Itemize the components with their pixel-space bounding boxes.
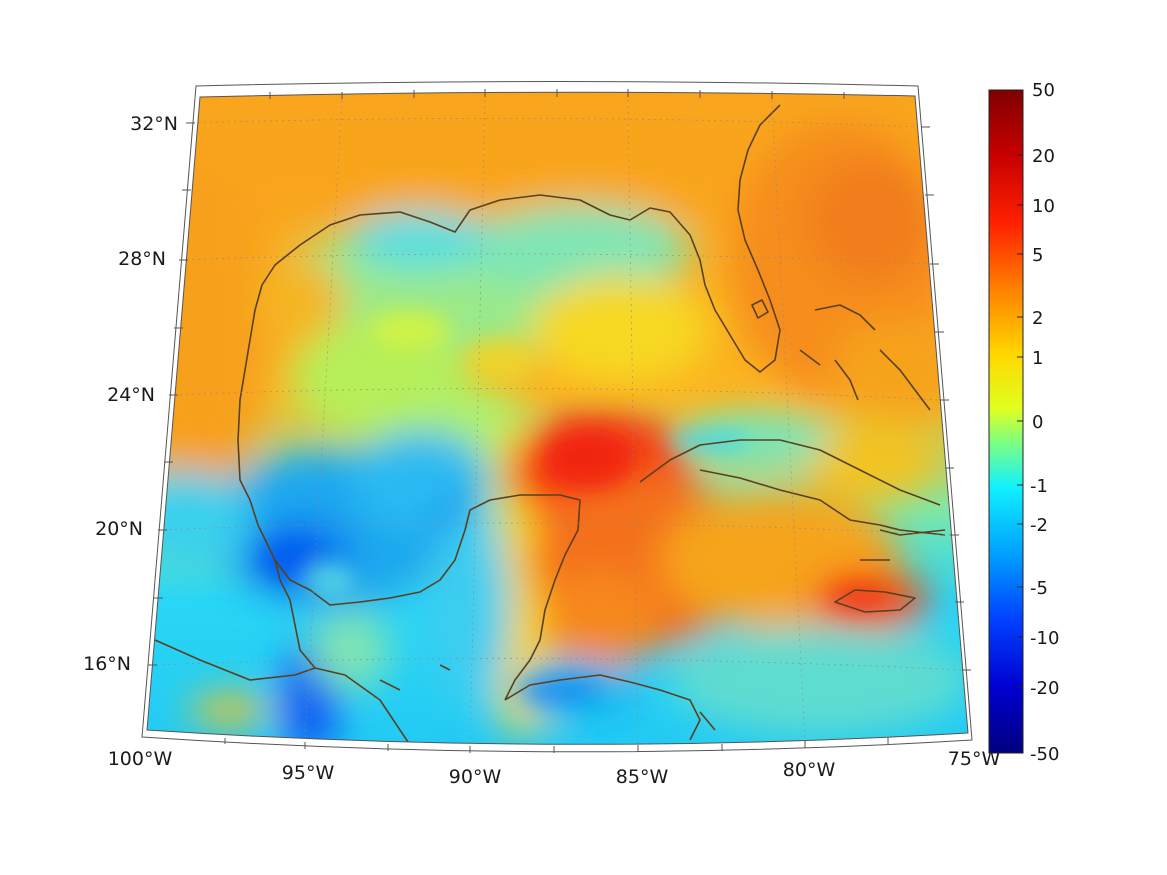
latitude-labels: 32°N 28°N 24°N 20°N 16°N [83,113,178,675]
parallel-28n [179,253,931,265]
lat-label-20n: 20°N [95,518,143,540]
colorbar-tick-label: 10 [1032,196,1055,217]
frame-inner [146,91,969,745]
parallel-32n [191,117,921,128]
parallel-20n [156,522,951,536]
lon-label-80w: 80°W [783,759,836,781]
gulf-coast-us-mexico [154,104,781,745]
map-frame [141,81,973,753]
colorbar-tick-label: 20 [1032,146,1055,167]
cuba-coast [639,439,946,536]
lat-label-32n: 32°N [130,113,178,135]
yucatan-islands [379,664,716,731]
colorbar-tick-label: -5 [1030,578,1048,599]
colorbar-tick-label: 5 [1032,245,1043,266]
lake-okeechobee [751,299,769,319]
frame-outer [141,81,973,753]
colorbar-tick-label: -20 [1030,678,1059,699]
map-area [147,92,968,745]
coastlines [154,104,946,745]
lon-label-90w: 90°W [449,766,502,788]
colorbar-tick-label: -50 [1030,744,1059,765]
colorbar-labels: 50 20 10 5 2 1 0 -1 -2 -5 -10 -20 -50 [1030,80,1059,765]
colorbar-ticks [1017,154,1023,688]
lon-label-75w: 75°W [948,748,1001,770]
jamaica-coast [834,589,916,613]
lat-label-24n: 24°N [107,384,155,406]
colorbar-tick-label: 0 [1032,412,1043,433]
lat-label-28n: 28°N [118,248,166,270]
bahamas-coast [799,304,931,411]
parallel-16n [149,658,963,671]
hispaniola-coast [860,529,946,561]
longitude-labels: 100°W 95°W 90°W 85°W 80°W 75°W [108,748,1001,788]
bay-of-campeche-coast [274,494,581,701]
central-america-coast [504,674,701,741]
colorbar-tick-label: -10 [1030,628,1059,649]
colorbar-tick-label: -1 [1030,476,1048,497]
frame-ticks [148,89,971,753]
lon-label-100w: 100°W [108,748,173,770]
meridian-95w [304,99,343,741]
graticule [149,99,963,745]
lon-label-95w: 95°W [282,762,335,784]
lat-label-16n: 16°N [83,653,131,675]
colorbar-tick-label: 1 [1032,348,1043,369]
colorbar-tick-label: -2 [1030,515,1048,536]
colorbar-tick-label: 50 [1032,80,1055,101]
lon-label-85w: 85°W [616,766,669,788]
meridian-80w [771,99,806,743]
colorbar: 50 20 10 5 2 1 0 -1 -2 -5 -10 -20 -50 [988,80,1059,765]
colorbar-tick-label: 2 [1032,308,1043,329]
